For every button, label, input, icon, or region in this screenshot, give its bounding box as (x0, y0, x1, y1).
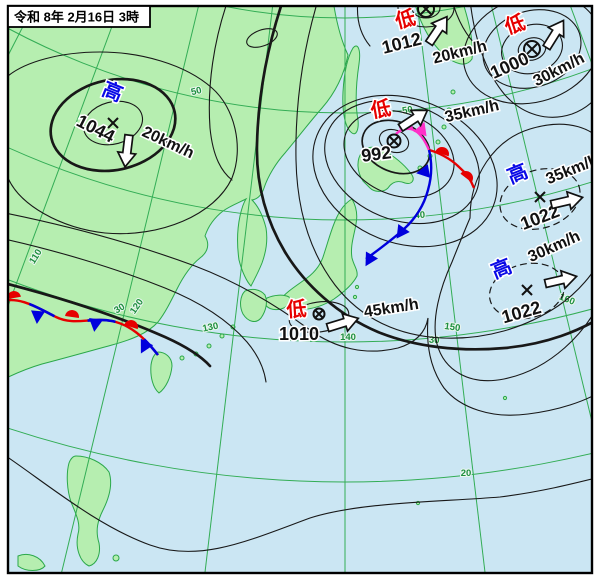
coastline-taiwan (150, 351, 173, 394)
stationary-front-line (9, 298, 159, 356)
isobar (295, 7, 591, 339)
high-center-mark (521, 284, 533, 296)
island-dot (354, 284, 360, 290)
isobar-thick (9, 282, 212, 368)
isobar-thick (255, 7, 591, 351)
coastline-sakhalin (342, 45, 361, 135)
meridian-110e (9, 7, 120, 305)
graticule-label: 150 (444, 321, 461, 334)
island-dot (435, 139, 441, 145)
isobars (9, 7, 591, 552)
low-kanji: 低 (368, 96, 393, 123)
island-dot (206, 343, 212, 349)
isobar (9, 457, 591, 552)
title-box-frame (7, 5, 151, 28)
graticule-label: 40 (414, 210, 425, 222)
graticule-label: 20 (461, 468, 472, 479)
isobar (356, 7, 371, 47)
graticule-label: 140 (340, 332, 356, 343)
meridian-170e (570, 7, 591, 63)
pressure-value: 992 (360, 142, 392, 166)
isobar (501, 23, 563, 75)
isobar (378, 128, 410, 154)
isobar (470, 7, 591, 118)
graticule-label: 130 (202, 321, 220, 335)
isobar (462, 7, 591, 105)
isobar-dashed (499, 168, 581, 230)
graticule-label: 50 (190, 85, 203, 98)
title-box: 令和 8年 2月16日 3時 (7, 5, 151, 28)
isobar (453, 7, 485, 53)
island-dot (441, 124, 447, 130)
isobar (246, 28, 278, 48)
isobar (434, 123, 591, 382)
isobar (9, 213, 591, 416)
coastline-luzon (66, 455, 112, 567)
isobar (324, 99, 480, 225)
low-center-mark (417, 7, 435, 18)
isobar (9, 239, 267, 383)
isobar (312, 94, 498, 248)
island-dot (179, 355, 185, 361)
isobar (288, 301, 350, 333)
meridian-120e (61, 7, 199, 572)
coastline-island (17, 553, 46, 571)
island-dot (352, 294, 358, 300)
low-center-mark (523, 40, 541, 58)
isobar (9, 51, 238, 235)
island-dot (112, 554, 120, 562)
isobar (482, 9, 582, 89)
pressure-value: 1010 (279, 324, 319, 344)
isobar-thick (49, 77, 177, 173)
coastline-kamchatka (415, 7, 473, 65)
high-center-mark (107, 117, 119, 129)
island-dot (502, 395, 508, 401)
low-kanji: 低 (285, 296, 308, 321)
island-dot (450, 89, 456, 95)
cold-front-line (365, 149, 433, 260)
fronts (9, 119, 476, 357)
meridian-160e (491, 7, 591, 420)
coastline-eurasia (9, 7, 349, 378)
chart-date-title: 令和 8年 2月16日 3時 (14, 10, 139, 25)
meridian-150e (416, 7, 486, 572)
high-center-mark (534, 191, 546, 203)
land-masses (9, 7, 508, 571)
isobar (82, 100, 144, 146)
graticule-label: 30 (429, 335, 440, 347)
isobar (208, 7, 233, 181)
map-border (6, 4, 594, 575)
coastline-honshu (279, 198, 358, 311)
low-center-mark (312, 307, 326, 321)
low-center-mark (386, 133, 402, 149)
